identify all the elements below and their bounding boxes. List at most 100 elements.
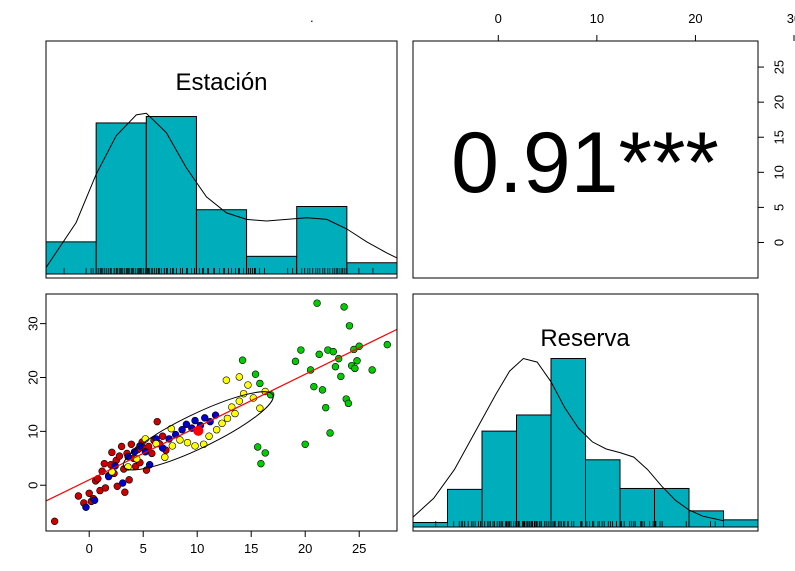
panel-frame: [412, 293, 759, 532]
scatter-point: [291, 357, 300, 366]
scatter-point: [315, 350, 323, 359]
scatter-point: [168, 442, 177, 450]
scatter-point: [113, 482, 121, 490]
fit-line: [45, 328, 398, 502]
y-tick-label: 10: [25, 424, 40, 438]
y-tick-label: 20: [771, 95, 786, 109]
x-tick-label: 25: [352, 541, 366, 556]
scatter-point: [85, 489, 93, 497]
scatter-point: [125, 476, 133, 484]
scatter-point: [235, 373, 244, 381]
scatter-point: [253, 443, 262, 451]
scatter-point: [182, 420, 191, 429]
y-tick-label: 0: [25, 482, 40, 489]
scatter-point: [121, 488, 129, 496]
scatter-point: [50, 517, 59, 526]
hist-bar: [688, 510, 724, 528]
x-tick-label: 10: [590, 11, 604, 26]
y-tick-label: 25: [771, 60, 786, 74]
scatter-point: [82, 503, 90, 511]
hist-bar: [550, 358, 586, 528]
scatter-point: [310, 382, 318, 391]
y-tick-label: 20: [25, 370, 40, 384]
scatter-point: [261, 449, 269, 457]
scatter-point: [337, 372, 345, 381]
panel-hist-reserva: Reserva: [412, 293, 759, 532]
x-tick-label: 30: [787, 11, 795, 26]
scatter-point: [212, 426, 221, 434]
scatter-point: [201, 414, 209, 422]
hist-bar: [45, 241, 97, 275]
scatter-point: [331, 363, 340, 371]
scatter-point: [353, 357, 361, 365]
scatter-point: [130, 448, 139, 456]
confidence-ellipse: [122, 391, 274, 471]
scatter-point: [176, 436, 184, 444]
scatter-point: [329, 347, 337, 356]
hist-bar: [195, 209, 248, 275]
scatter-point: [318, 386, 327, 394]
scatter-point: [222, 376, 231, 384]
scatter-point: [100, 459, 109, 468]
hist-bar: [585, 459, 621, 528]
scatter-point: [161, 453, 169, 461]
scatter-point: [148, 449, 156, 458]
y-tick-label: 30: [25, 316, 40, 330]
hist-bar: [346, 262, 398, 275]
scatter-point: [191, 442, 199, 450]
hist-bar: [723, 519, 759, 528]
panel-correlation: 0.91*** 0 10 20 30 0 5 10 15 20 25: [412, 11, 795, 279]
hist-bar: [145, 116, 197, 275]
scatter-point: [238, 356, 247, 364]
scatter-point: [231, 409, 239, 418]
x-tick-label: 0: [495, 11, 502, 26]
scatter-point: [144, 442, 153, 451]
panel-frame: [45, 293, 398, 532]
x-tick-label: 5: [140, 541, 147, 556]
scatter-point: [340, 303, 348, 311]
scatter-point: [90, 496, 99, 504]
scatter-point: [183, 438, 192, 447]
scatter-point: [117, 442, 126, 451]
panel-title-estacion: Estación: [175, 69, 267, 96]
density-curve-reserva: [412, 357, 724, 522]
scatter-point: [205, 432, 213, 440]
x-tick-label: 10: [190, 541, 204, 556]
scatter-point: [257, 459, 265, 468]
correlation-value: 0.91***: [451, 115, 719, 211]
scatter-point: [326, 429, 334, 437]
scatter-point: [158, 432, 167, 440]
panel-title-reserva: Reserva: [540, 325, 630, 352]
panel-scatter: 0 5 10 15 20 25 0 10 20 30: [25, 293, 398, 556]
hist-bar: [412, 522, 448, 528]
x-tick-label: 20: [688, 11, 702, 26]
scatter-point: [368, 366, 376, 374]
hist-bar: [95, 122, 147, 275]
x-tick-label: 20: [298, 541, 312, 556]
scatter-point: [383, 340, 391, 349]
scatter-point: [244, 381, 252, 389]
y-tick-label: 5: [771, 204, 786, 211]
hist-bar: [296, 206, 348, 275]
scatter-point: [153, 417, 161, 426]
scatter-point: [251, 370, 260, 378]
density-curve-estacion: [45, 112, 398, 268]
y-tick-label: 10: [771, 165, 786, 179]
scatter-point: [301, 440, 309, 448]
scatter-point: [235, 397, 244, 405]
scatter-point: [74, 492, 83, 500]
hist-bar: [447, 488, 483, 528]
scatter-point: [218, 419, 226, 427]
hist-bar: [516, 414, 552, 528]
x-tick-label: 15: [244, 541, 258, 556]
panel-hist-estacion: Estación: [45, 40, 398, 279]
scatter-point: [256, 404, 264, 412]
scatter-point: [344, 399, 353, 408]
scatter-point: [167, 424, 175, 433]
hist-bar: [246, 255, 298, 275]
panel-frame: [45, 40, 398, 279]
scatter-point: [101, 484, 110, 492]
scatter-point: [158, 444, 167, 452]
hist-bar: [654, 487, 690, 528]
